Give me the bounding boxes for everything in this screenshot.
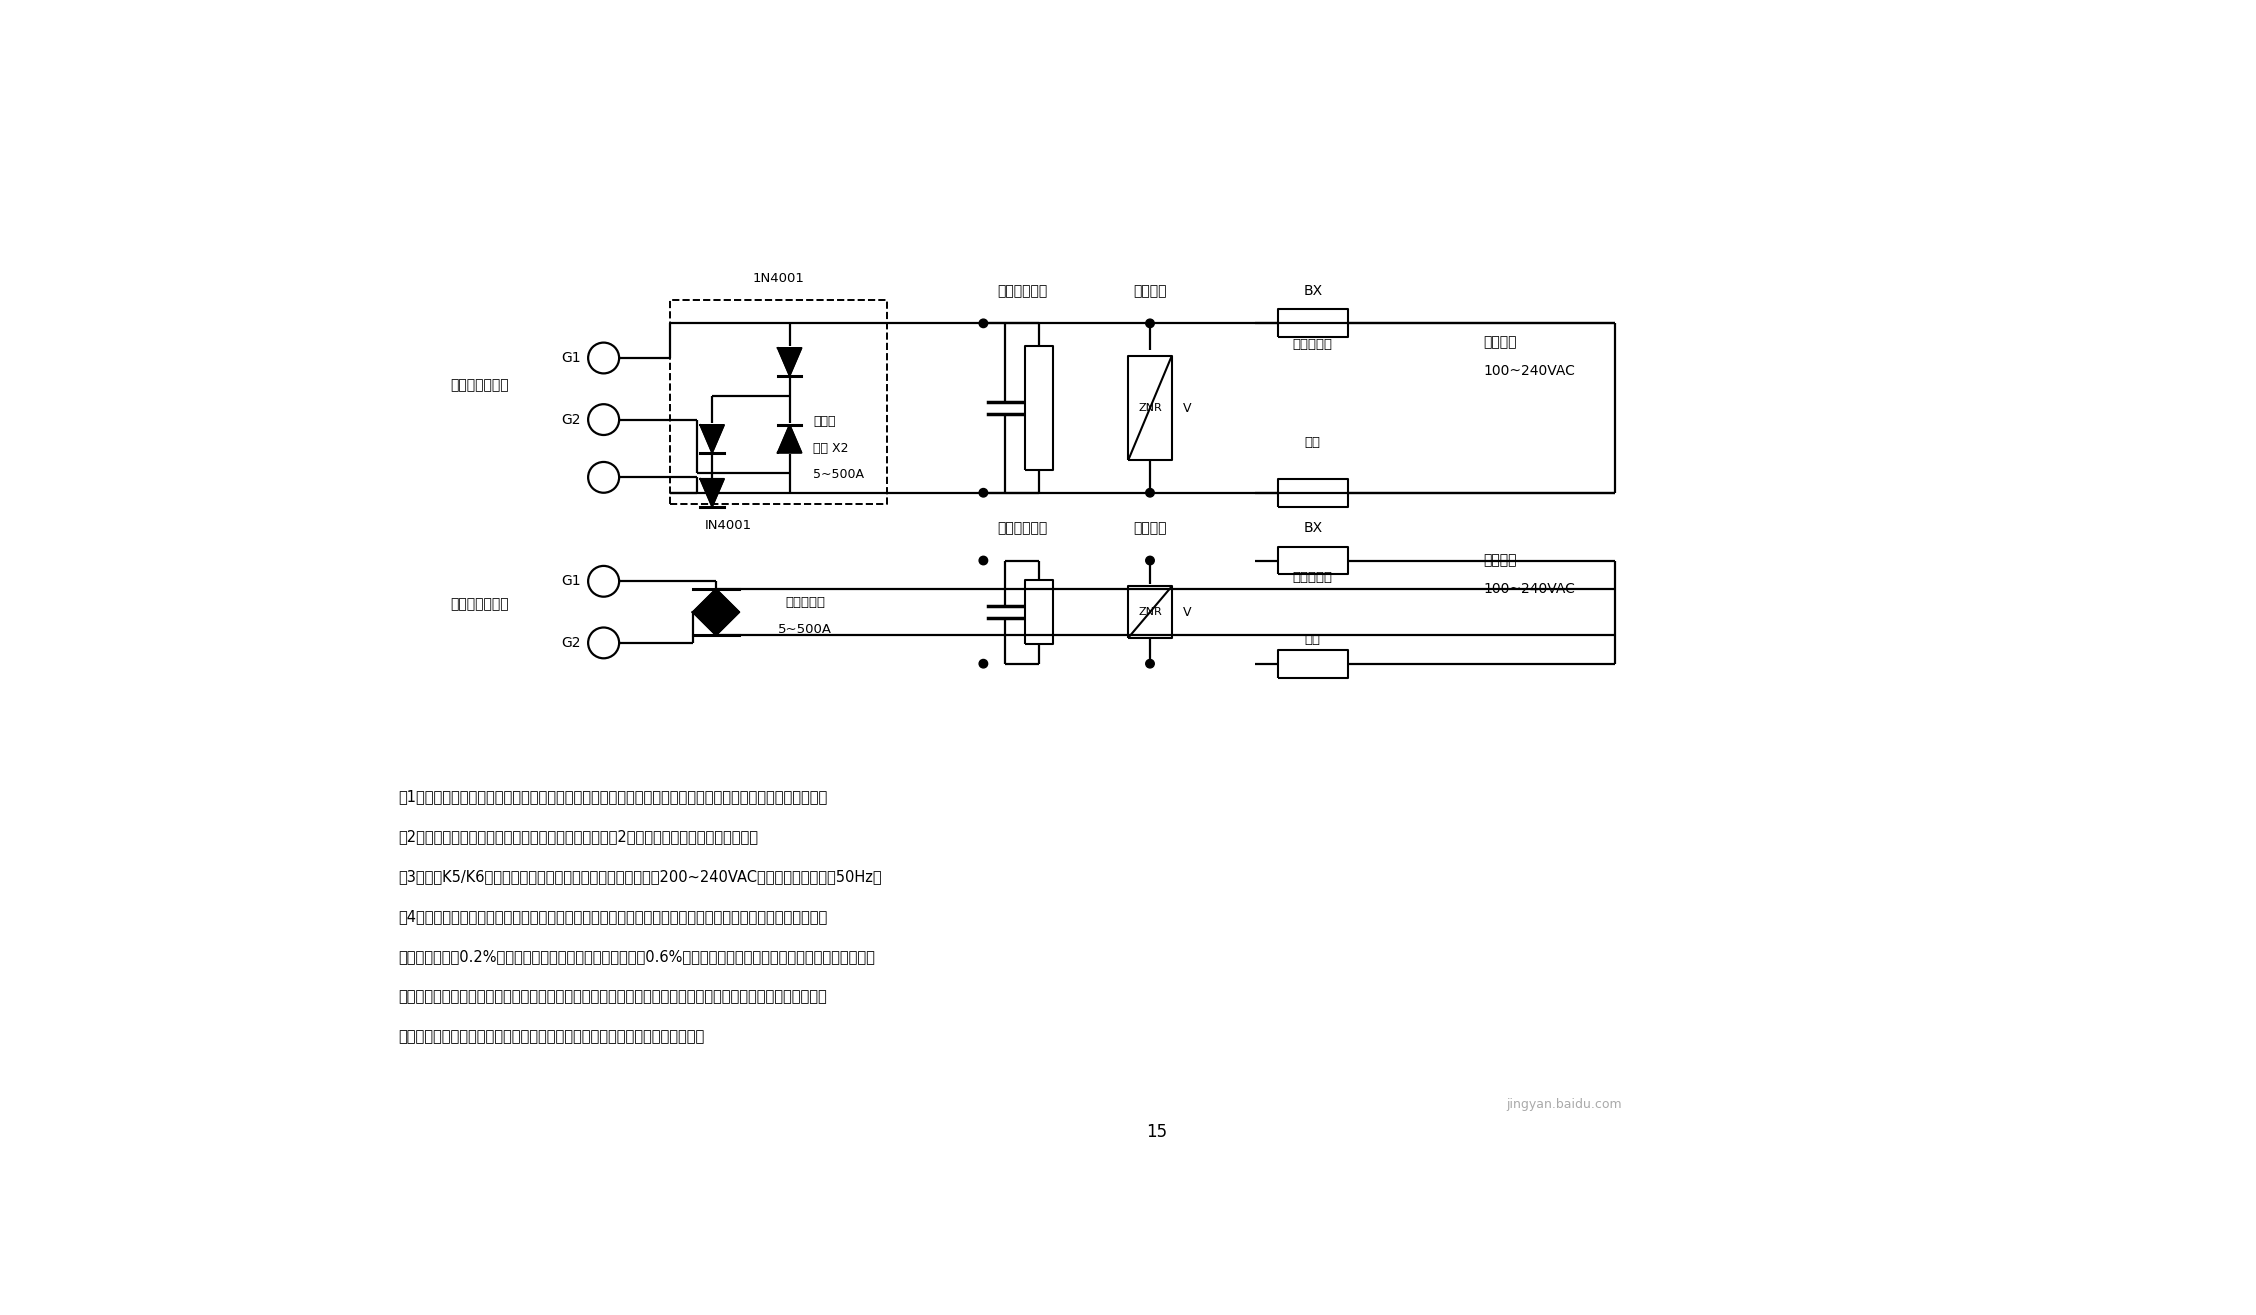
Text: 单向可: 单向可 xyxy=(812,416,835,429)
Text: 交流电源: 交流电源 xyxy=(1482,335,1516,350)
Text: V: V xyxy=(1182,401,1191,414)
Text: 交流电源: 交流电源 xyxy=(1482,554,1516,568)
Polygon shape xyxy=(693,611,740,635)
Text: 1N4001: 1N4001 xyxy=(751,272,803,285)
Polygon shape xyxy=(778,425,801,452)
Text: 控硅 X2: 控硅 X2 xyxy=(812,442,848,455)
Text: G1: G1 xyxy=(562,351,580,366)
Text: 100~240VAC: 100~240VAC xyxy=(1482,364,1575,379)
Circle shape xyxy=(979,488,988,497)
Text: G2: G2 xyxy=(562,636,580,650)
Text: 100~240VAC: 100~240VAC xyxy=(1482,583,1575,596)
Text: 5~500A: 5~500A xyxy=(812,468,864,481)
Text: 阻容吸收回路: 阻容吸收回路 xyxy=(997,521,1047,535)
Text: 注1：根据负载的电压及电流大小选择压敏电阻以保护可控硅，负载为感性或采用移相触发时必须加阻容吸收。: 注1：根据负载的电压及电流大小选择压敏电阻以保护可控硅，负载为感性或采用移相触发… xyxy=(399,789,828,805)
Text: IN4001: IN4001 xyxy=(704,519,751,533)
Text: 负载: 负载 xyxy=(1304,437,1320,450)
Polygon shape xyxy=(693,589,740,611)
Text: 负载: 负载 xyxy=(1304,633,1320,646)
Text: V: V xyxy=(1182,606,1191,618)
Text: BX: BX xyxy=(1304,521,1322,535)
Text: 注2：推荐使用可控硅功率模块，一个功率模块内部包含2个单向可控硅，如图中虚线部分。: 注2：推荐使用可控硅功率模块，一个功率模块内部包含2个单向可控硅，如图中虚线部分… xyxy=(399,830,758,844)
Circle shape xyxy=(589,627,618,659)
Circle shape xyxy=(589,462,618,493)
Text: 5~500A: 5~500A xyxy=(778,622,832,635)
Circle shape xyxy=(589,404,618,435)
Circle shape xyxy=(979,320,988,327)
Text: 压敏电阻: 压敏电阻 xyxy=(1133,284,1166,299)
Text: 快速熔断器: 快速熔断器 xyxy=(1293,338,1333,351)
Circle shape xyxy=(1146,556,1155,564)
Circle shape xyxy=(979,556,988,564)
Polygon shape xyxy=(699,425,724,452)
Text: 双向可控硅: 双向可控硅 xyxy=(785,597,826,609)
Text: 注4：采用三相三线制电炉且使用时间比例过零触发控制时，只需要二路双向可控硅即能可靠控制，不仅降低成: 注4：采用三相三线制电炉且使用时间比例过零触发控制时，只需要二路双向可控硅即能可… xyxy=(399,910,828,924)
Text: BX: BX xyxy=(1304,284,1322,299)
Text: ZNR: ZNR xyxy=(1137,608,1162,617)
Circle shape xyxy=(589,343,618,373)
Text: 阻容吸收回路: 阻容吸收回路 xyxy=(997,284,1047,299)
Text: 快速熔断器: 快速熔断器 xyxy=(1293,571,1333,584)
Circle shape xyxy=(1146,320,1155,327)
Text: G2: G2 xyxy=(562,413,580,426)
Polygon shape xyxy=(699,479,724,506)
Polygon shape xyxy=(778,348,801,376)
Circle shape xyxy=(1146,488,1155,497)
Text: ZNR: ZNR xyxy=(1137,404,1162,413)
Text: 电，建议用加漏电开关处理，若必须采用三路可控硅全控，建议电炉增加零线。: 电，建议用加漏电开关处理，若必须采用三路可控硅全控，建议电炉增加零线。 xyxy=(399,1030,704,1044)
Circle shape xyxy=(589,565,618,597)
Text: 压敏电阻: 压敏电阻 xyxy=(1133,521,1166,535)
Circle shape xyxy=(979,659,988,668)
Circle shape xyxy=(1146,659,1155,668)
Text: G1: G1 xyxy=(562,575,580,588)
Text: 可控硅触发输出: 可控硅触发输出 xyxy=(451,597,510,611)
Text: 15: 15 xyxy=(1146,1123,1166,1141)
Text: 可控硅触发输出: 可控硅触发输出 xyxy=(451,377,510,392)
Text: 本还可节约大约0.2%的电力（三相三路可控硅电炉控制大约0.6%的电是消耗在可控硅上的）。当不接零线使用三路: 本还可节约大约0.2%的电力（三相三路可控硅电炉控制大约0.6%的电是消耗在可控… xyxy=(399,949,875,965)
Text: 可控硅全控会导致瞬间触发不能完全过零，给电网及触发模块带来大小冲击。如果要求可控硅完全触发电炉不带: 可控硅全控会导致瞬间触发不能完全过零，给电网及触发模块带来大小冲击。如果要求可控… xyxy=(399,990,828,1005)
Text: 注3：采用K5/K6型移相触发输出模块时，交流电源范围缩小为200~240VAC，且电源频率必须为50Hz。: 注3：采用K5/K6型移相触发输出模块时，交流电源范围缩小为200~240VAC… xyxy=(399,869,882,885)
Text: jingyan.baidu.com: jingyan.baidu.com xyxy=(1507,1098,1622,1111)
